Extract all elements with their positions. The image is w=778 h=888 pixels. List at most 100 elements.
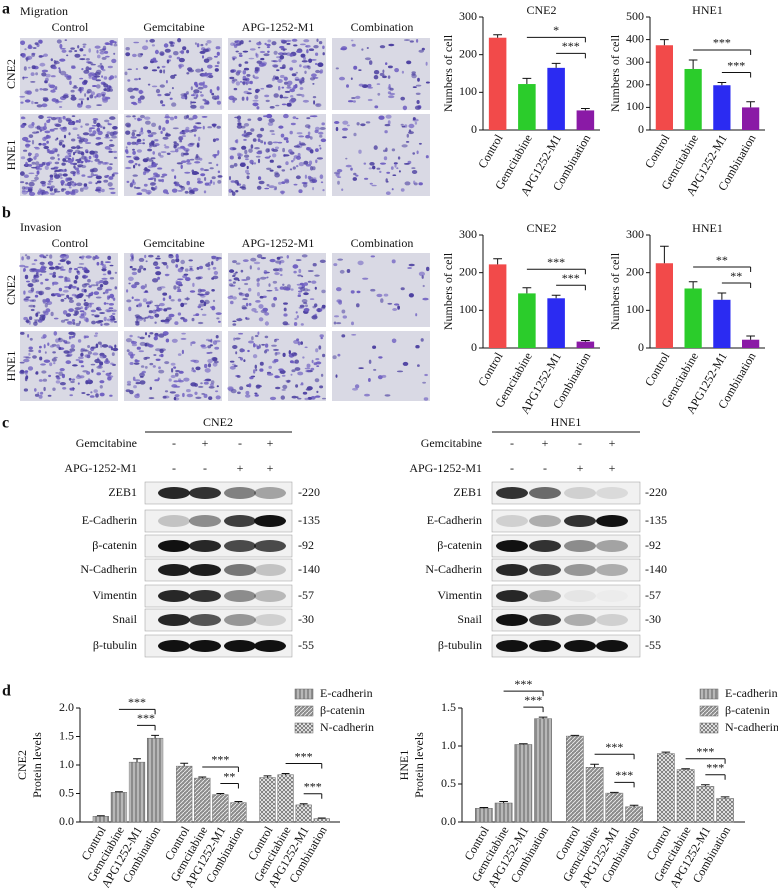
- cell: [162, 297, 166, 301]
- cell: [216, 95, 220, 100]
- cell: [60, 319, 66, 323]
- blot-band: [254, 614, 286, 626]
- cell: [295, 384, 299, 388]
- cell: [271, 41, 277, 46]
- bar: [277, 774, 294, 823]
- cell: [71, 66, 76, 69]
- cell: [191, 101, 197, 104]
- cell: [194, 42, 197, 45]
- cell: [180, 152, 185, 157]
- cell: [280, 67, 283, 69]
- cell: [173, 74, 177, 76]
- cell: [114, 286, 118, 290]
- cell: [101, 344, 109, 348]
- cell: [108, 150, 114, 153]
- cell: [132, 53, 137, 58]
- cell: [96, 372, 101, 376]
- cell: [263, 270, 268, 275]
- legend-swatch: [699, 705, 719, 717]
- cell: [99, 392, 105, 397]
- cell: [239, 317, 241, 320]
- cell: [22, 136, 29, 142]
- cell: [320, 373, 324, 377]
- cell: [125, 166, 132, 170]
- cell: [86, 97, 90, 101]
- cell: [97, 161, 102, 165]
- cell: [264, 156, 271, 159]
- cell: [85, 58, 90, 61]
- cell: [37, 191, 42, 195]
- mw-label: -57: [645, 588, 661, 602]
- cell: [305, 44, 311, 48]
- cell: [295, 71, 298, 74]
- cell: [34, 176, 39, 181]
- cell: [131, 131, 136, 137]
- cell: [68, 299, 74, 304]
- cell: [378, 115, 385, 120]
- cell: [67, 158, 74, 164]
- cell: [245, 302, 249, 307]
- legend-swatch: [294, 705, 314, 717]
- cell: [151, 85, 158, 88]
- cell: [60, 265, 64, 270]
- cell: [93, 334, 98, 338]
- cell: [31, 299, 36, 302]
- blot-band: [596, 515, 628, 527]
- cell: [112, 347, 119, 352]
- treatment-sign: -: [203, 461, 207, 475]
- cell: [90, 391, 93, 394]
- cell: [345, 164, 352, 168]
- blot-band: [189, 614, 221, 626]
- cell: [173, 51, 179, 56]
- cell: [207, 267, 211, 271]
- cell: [255, 300, 261, 303]
- cell: [78, 320, 81, 324]
- cell: [131, 271, 138, 276]
- cell: [180, 164, 183, 169]
- cell: [402, 105, 408, 111]
- bar: [605, 792, 624, 823]
- cell: [170, 374, 176, 379]
- cell: [39, 261, 45, 265]
- cell: [286, 84, 291, 88]
- cell: [203, 379, 208, 382]
- cell: [248, 383, 252, 388]
- cell: [308, 58, 313, 63]
- cell: [415, 313, 418, 317]
- protein-label: β-catenin: [92, 538, 137, 552]
- cell: [315, 358, 320, 361]
- cell: [309, 115, 314, 117]
- cell: [151, 69, 158, 72]
- cell: [289, 99, 295, 104]
- cell: [28, 164, 33, 167]
- cell: [144, 290, 148, 293]
- cell: [184, 171, 191, 174]
- bar: [488, 264, 507, 348]
- cell: [237, 391, 241, 395]
- cell: [157, 167, 163, 170]
- cell: [203, 381, 209, 385]
- bar: [212, 794, 229, 823]
- cell: [216, 163, 219, 167]
- bar: [518, 293, 536, 348]
- cell: [401, 144, 408, 148]
- cell: [38, 115, 44, 119]
- cell: [79, 77, 84, 80]
- cell: [211, 92, 215, 96]
- cell: [170, 362, 176, 366]
- cell: [242, 349, 245, 352]
- cell: [36, 125, 41, 130]
- cell: [285, 39, 292, 43]
- cell: [206, 352, 211, 354]
- cell: [300, 323, 304, 326]
- cell: [86, 88, 92, 94]
- cell: [260, 257, 267, 259]
- cell: [25, 57, 29, 62]
- cell: [259, 368, 264, 372]
- bar: [92, 816, 109, 823]
- cell: [334, 315, 339, 318]
- cell: [418, 182, 423, 186]
- cell: [254, 364, 257, 369]
- cell: [32, 47, 37, 49]
- error-bar: [610, 791, 619, 794]
